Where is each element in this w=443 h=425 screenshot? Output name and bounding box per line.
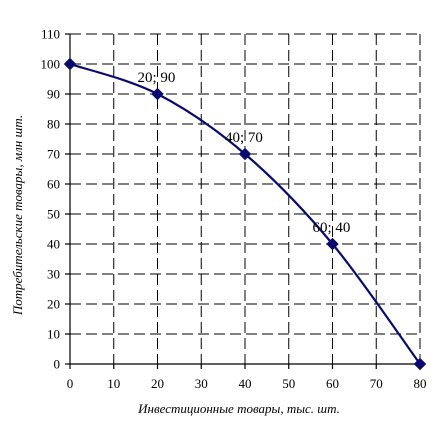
- x-axis-title: Инвестиционные товары, тыс. шт.: [137, 401, 340, 416]
- data-point-marker: [151, 87, 164, 101]
- x-tick-label: 0: [67, 376, 74, 391]
- x-tick-label: 80: [414, 376, 427, 391]
- axes: [65, 33, 421, 369]
- x-tick-label: 10: [107, 376, 120, 391]
- data-labels: 20; 90 40; 70 60; 40: [138, 70, 351, 236]
- y-tick-label: 100: [41, 57, 61, 72]
- y-tick-label: 90: [47, 87, 60, 102]
- y-tick-label: 20: [47, 297, 60, 312]
- y-tick-label: 60: [47, 177, 60, 192]
- y-tick-label: 30: [47, 267, 60, 282]
- data-series: [63, 57, 427, 371]
- data-point-marker: [413, 357, 427, 371]
- y-tick-label: 40: [47, 237, 60, 252]
- data-point-marker: [238, 147, 252, 161]
- x-tick-label: 20: [151, 376, 164, 391]
- y-axis-title: Потребительские товары, млн шт.: [10, 115, 25, 316]
- y-tick-label: 110: [41, 27, 60, 42]
- y-tick-label: 0: [54, 357, 61, 372]
- x-tick-label: 50: [282, 376, 295, 391]
- data-label: 20; 90: [138, 70, 176, 86]
- data-label: 60; 40: [313, 220, 351, 236]
- data-label: 40; 70: [225, 130, 263, 146]
- tick-labels: 0 10 20 30 40 50 60 70 80 90 100 110 0 10 20 30 40 50 60 70…: [41, 27, 427, 392]
- y-tick-label: 80: [47, 117, 60, 132]
- y-tick-label: 70: [47, 147, 60, 162]
- y-tick-label: 50: [47, 207, 60, 222]
- data-point-marker: [63, 57, 77, 71]
- x-tick-label: 70: [370, 376, 383, 391]
- y-tick-label: 10: [47, 327, 60, 342]
- grid-lines: [70, 33, 421, 364]
- x-tick-label: 30: [195, 376, 208, 391]
- x-tick-label: 60: [326, 376, 339, 391]
- data-point-marker: [326, 237, 339, 251]
- series-line-0: [69, 62, 421, 365]
- x-tick-label: 40: [239, 376, 252, 391]
